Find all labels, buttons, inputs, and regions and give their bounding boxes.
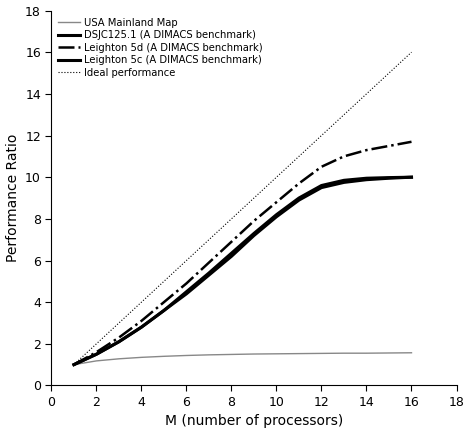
X-axis label: M (number of processors): M (number of processors) (165, 414, 343, 428)
Y-axis label: Performance Ratio: Performance Ratio (6, 134, 20, 262)
Legend: USA Mainland Map, DSJC125.1 (A DIMACS benchmark), Leighton 5d (A DIMACS benchmar: USA Mainland Map, DSJC125.1 (A DIMACS be… (56, 16, 265, 79)
